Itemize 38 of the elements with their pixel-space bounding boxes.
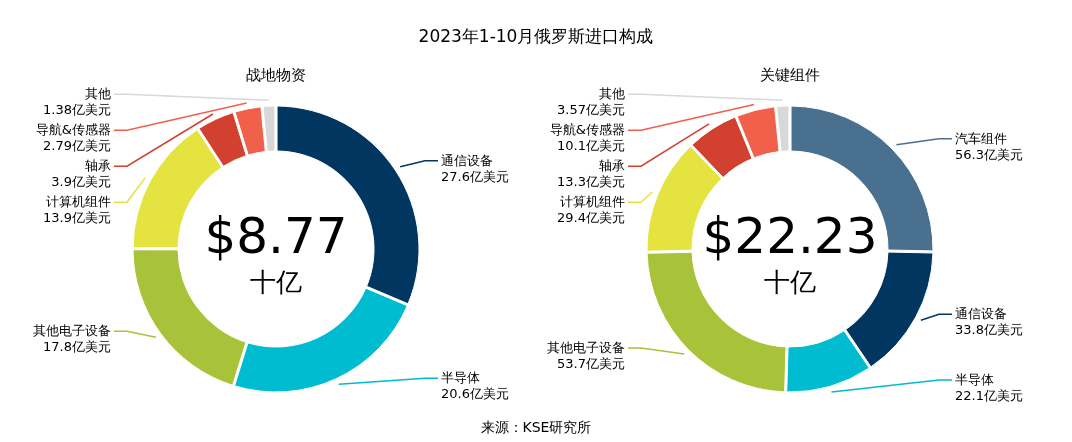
text: 2023年1-10月俄罗斯进口构成 [418,26,654,46]
data-label: 3.9亿美元 [51,174,111,190]
slice-label: 通信设备 [955,306,1007,322]
slice-label: 导航&传感器 [549,122,625,138]
slice-label: 其他电子设备 [547,339,625,355]
text: 十亿 [764,267,816,297]
text: 十亿 [250,267,302,297]
text: $8.77 [204,207,348,265]
slice-label: 半导体 [441,370,480,386]
data-label: 2.79亿美元 [43,138,111,154]
slice-label: 汽车组件 [955,130,1007,146]
text: $22.23 [702,207,878,265]
chart-title: 关键组件 [760,66,820,84]
slice-label: 其他电子设备 [33,323,111,339]
slice-label: 轴承 [85,158,111,174]
data-label: 29.4亿美元 [557,210,625,226]
slice-label: 计算机组件 [560,194,625,210]
data-label: 20.6亿美元 [441,386,509,402]
slice-label: 半导体 [955,372,994,387]
data-label: 53.7亿美元 [557,355,625,371]
data-label: 33.8亿美元 [955,322,1023,338]
data-label: 3.57亿美元 [557,102,625,118]
chart-title: 战地物资 [246,66,306,84]
data-label: 1.38亿美元 [43,102,111,118]
slice-label: 通信设备 [441,152,493,168]
data-label: 10.1亿美元 [557,138,625,154]
data-label: 27.6亿美元 [441,168,509,184]
data-label: 17.8亿美元 [43,339,111,355]
data-label: 13.3亿美元 [557,174,625,190]
data-label: 56.3亿美元 [955,146,1023,162]
data-label: 13.9亿美元 [43,210,111,226]
source-note: 来源：KSE研究所 [480,419,592,435]
slice-label: 其他 [85,86,111,102]
slice-label: 轴承 [599,158,625,174]
data-label: 22.1亿美元 [955,388,1023,403]
slice-label: 计算机组件 [46,194,111,210]
slice-label: 其他 [599,86,625,102]
slice-label: 导航&传感器 [35,122,111,138]
